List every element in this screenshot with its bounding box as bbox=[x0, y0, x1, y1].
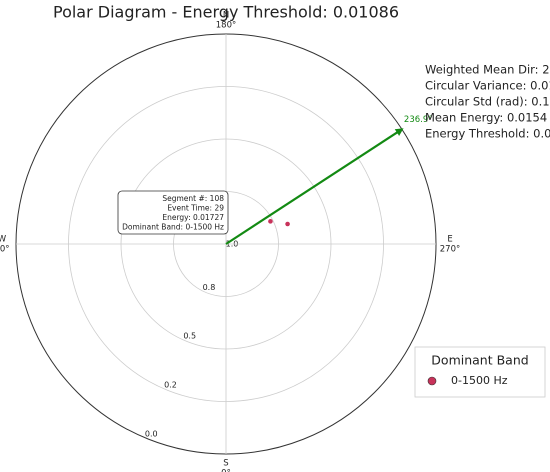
theta-tick-label: 0° bbox=[221, 469, 231, 472]
data-point bbox=[285, 221, 290, 227]
compass-label: E bbox=[447, 235, 452, 245]
tooltip-line: Event Time: 29 bbox=[167, 204, 224, 213]
data-point bbox=[268, 219, 273, 224]
tooltip-line: Dominant Band: 0-1500 Hz bbox=[122, 223, 224, 232]
theta-tick-label: 90° bbox=[0, 245, 10, 255]
legend-title: Dominant Band bbox=[431, 353, 528, 368]
compass-label: W bbox=[0, 235, 7, 245]
stats-line: Circular Std (rad): 0.1580 bbox=[425, 95, 550, 109]
compass-label: S bbox=[223, 459, 228, 469]
stats-line: Mean Energy: 0.0154 bbox=[425, 111, 547, 125]
stats-line: Weighted Mean Dir: 236.9 bbox=[425, 63, 550, 77]
theta-tick-label: 270° bbox=[440, 245, 460, 255]
stats-line: Circular Variance: 0.0124 bbox=[425, 79, 550, 93]
tooltip-box bbox=[117, 190, 229, 235]
r-tick-label: 0.5 bbox=[183, 332, 196, 341]
mean-direction-arrow bbox=[225, 128, 404, 245]
theta-tick-label: 180° bbox=[216, 21, 236, 31]
legend-marker bbox=[427, 376, 437, 386]
legend-label: 0-1500 Hz bbox=[451, 374, 508, 387]
r-tick-label: 0.2 bbox=[164, 380, 177, 389]
legend-box bbox=[414, 346, 546, 398]
r-tick-label: 0.8 bbox=[203, 283, 216, 292]
stats-line: Energy Threshold: 0.0109 bbox=[425, 127, 550, 141]
compass-label: N bbox=[223, 11, 229, 21]
chart-title: Polar Diagram - Energy Threshold: 0.0108… bbox=[53, 3, 399, 22]
mean-direction-label: 236.9° bbox=[404, 115, 433, 125]
tooltip-line: Segment #: 108 bbox=[162, 194, 224, 203]
tooltip-line: Energy: 0.01727 bbox=[162, 213, 224, 222]
r-tick-label: 0.0 bbox=[145, 429, 158, 438]
